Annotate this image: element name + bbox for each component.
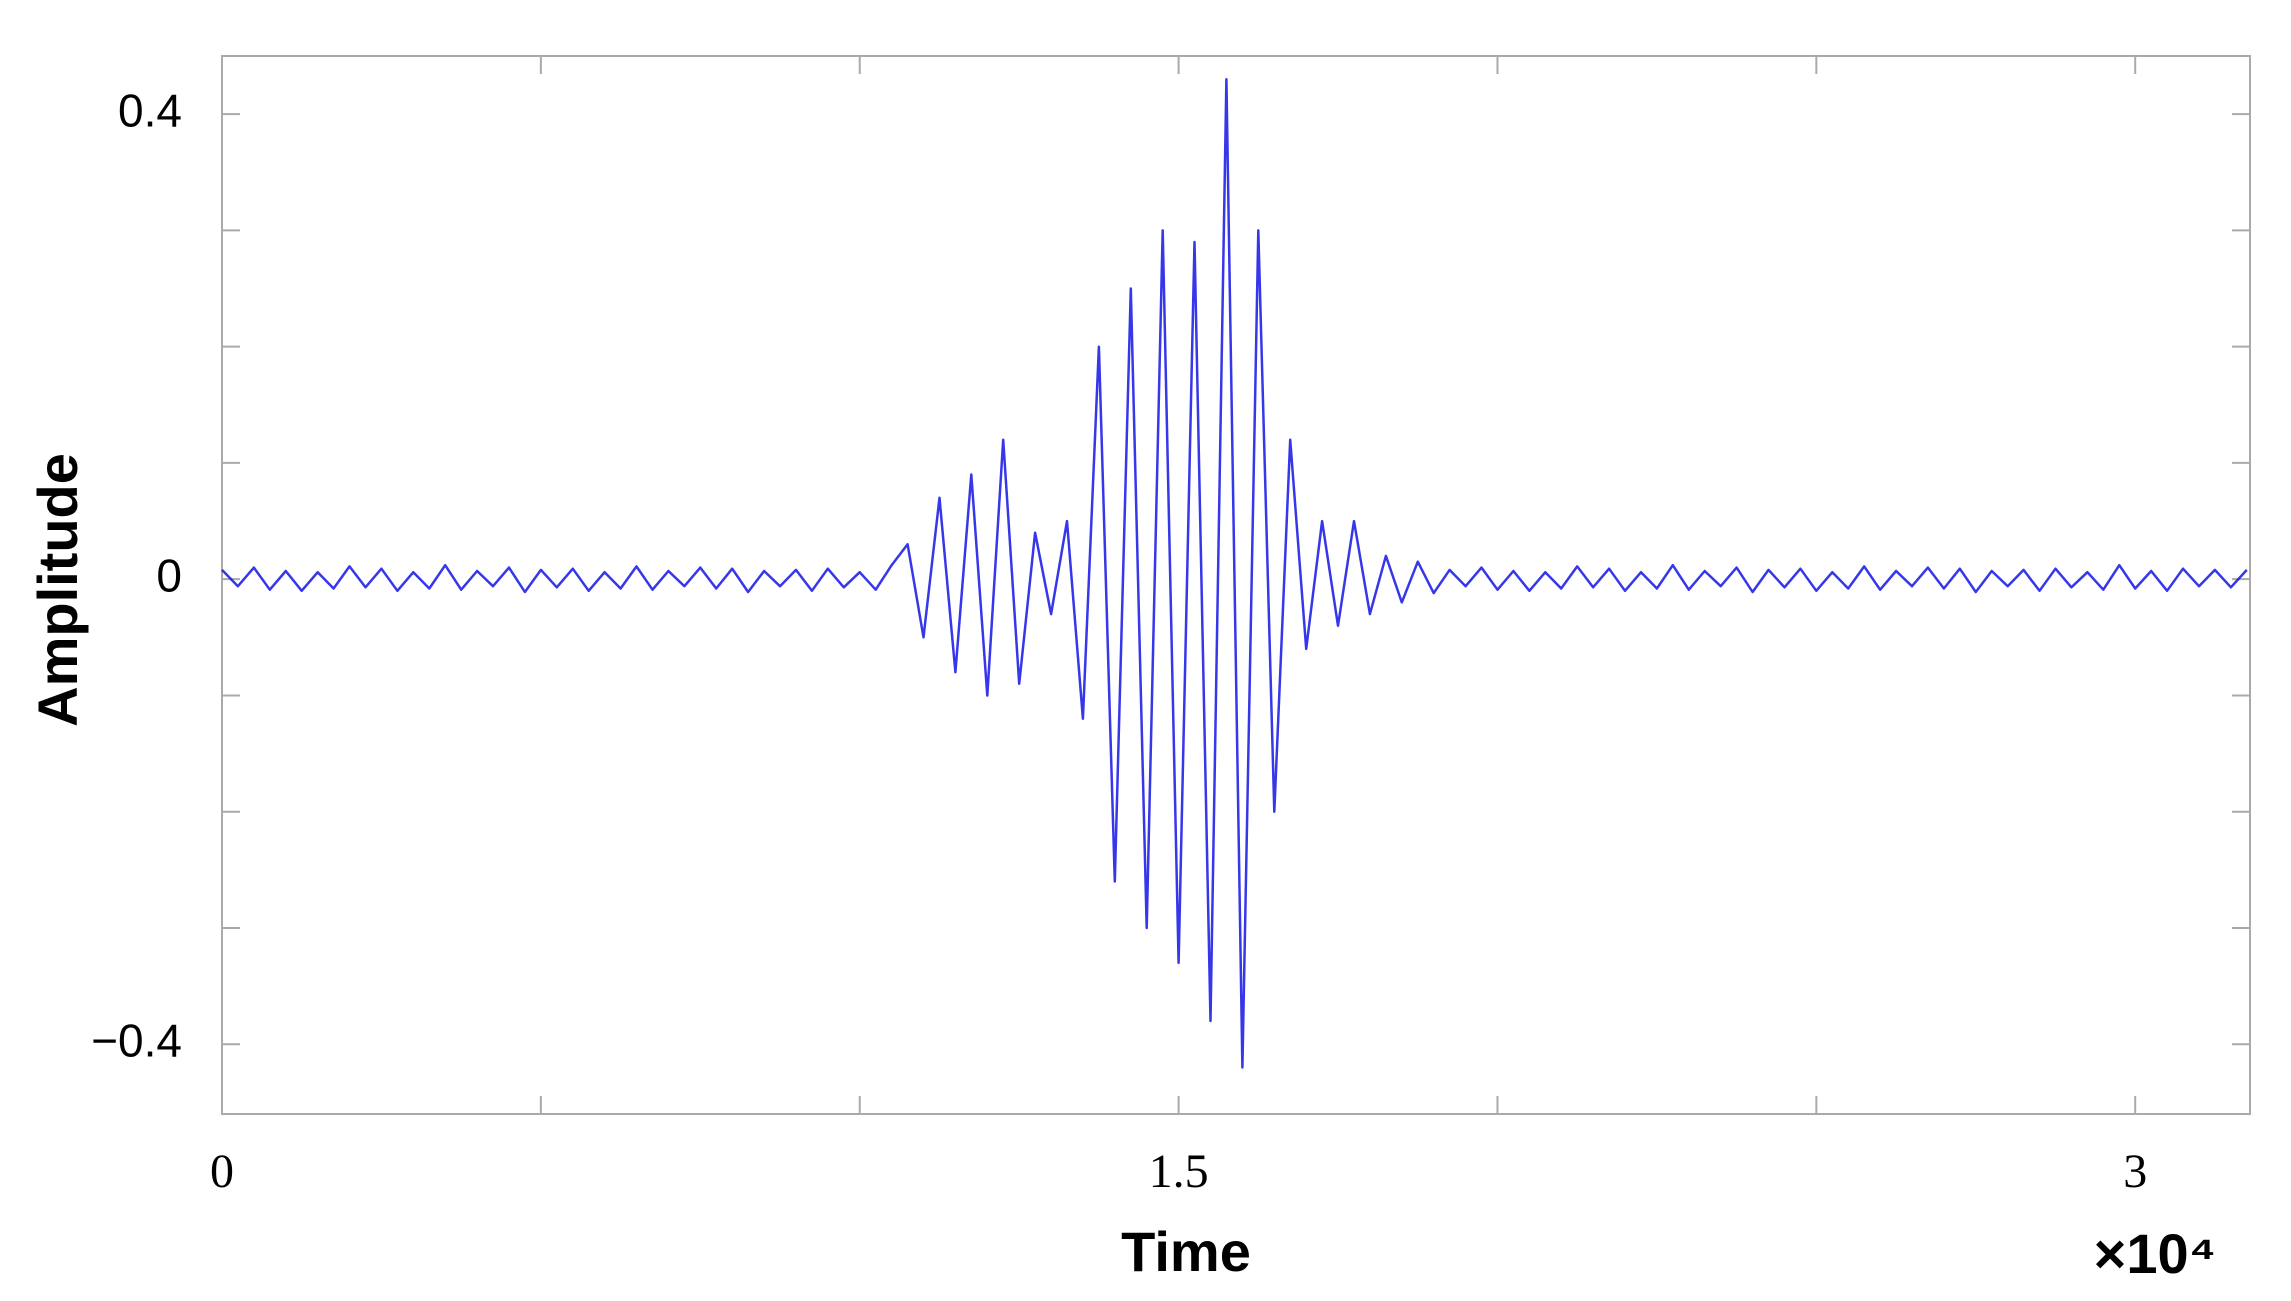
x-tick-label: 3: [2123, 1145, 2147, 1198]
y-tick-label: −0.4: [91, 1014, 182, 1066]
plot-frame: [221, 55, 2251, 1115]
x-axis-label: Time: [1121, 1220, 1251, 1283]
y-axis-label: Amplitude: [26, 453, 89, 727]
y-tick-label: 0.4: [118, 84, 182, 136]
x-tick-label: 0: [210, 1145, 234, 1198]
y-tick-label: 0: [156, 549, 182, 601]
x-tick-label: 1.5: [1149, 1145, 1209, 1198]
x-scale-label: ×10⁴: [2094, 1222, 2217, 1285]
waveform: [221, 78, 2248, 1069]
